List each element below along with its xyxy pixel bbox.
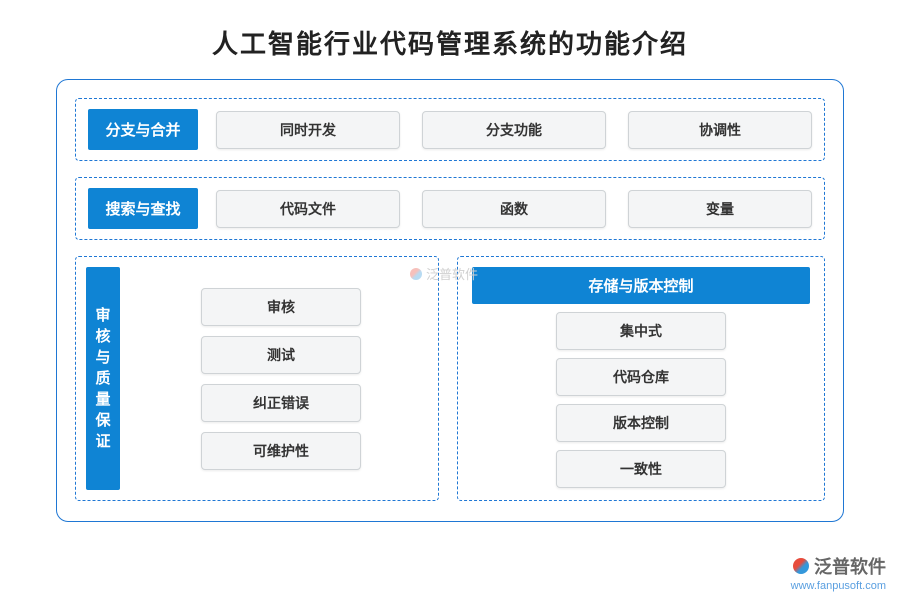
section-storage: 存储与版本控制 集中式 代码仓库 版本控制 一致性 [457, 256, 825, 501]
page-title: 人工智能行业代码管理系统的功能介绍 [0, 0, 900, 79]
brand-name: 泛普软件 [814, 553, 886, 579]
feature-pill: 集中式 [556, 312, 726, 350]
feature-pill: 同时开发 [216, 111, 400, 149]
feature-pill: 可维护性 [201, 432, 361, 470]
feature-pill: 代码文件 [216, 190, 400, 228]
section-header-vertical: 审核与质量保证 [86, 267, 120, 490]
section-items: 集中式 代码仓库 版本控制 一致性 [472, 312, 810, 488]
logo-icon [793, 558, 809, 574]
section-header: 搜索与查找 [88, 188, 198, 229]
feature-pill: 一致性 [556, 450, 726, 488]
diagram-frame: 分支与合并 同时开发 分支功能 协调性 搜索与查找 代码文件 函数 变量 审核与… [56, 79, 844, 522]
feature-pill: 代码仓库 [556, 358, 726, 396]
section-items: 审核 测试 纠正错误 可维护性 [138, 267, 424, 490]
section-items: 同时开发 分支功能 协调性 [216, 111, 812, 149]
feature-pill: 纠正错误 [201, 384, 361, 422]
section-items: 代码文件 函数 变量 [216, 190, 812, 228]
feature-pill: 版本控制 [556, 404, 726, 442]
feature-pill: 变量 [628, 190, 812, 228]
section-qa: 审核与质量保证 审核 测试 纠正错误 可维护性 [75, 256, 439, 501]
watermark-corner: 泛普软件 www.fanpusoft.com [791, 553, 886, 592]
feature-pill: 协调性 [628, 111, 812, 149]
feature-pill: 审核 [201, 288, 361, 326]
feature-pill: 测试 [201, 336, 361, 374]
feature-pill: 函数 [422, 190, 606, 228]
section-branch-merge: 分支与合并 同时开发 分支功能 协调性 [75, 98, 825, 161]
brand-url: www.fanpusoft.com [791, 580, 886, 592]
section-search: 搜索与查找 代码文件 函数 变量 [75, 177, 825, 240]
section-header: 分支与合并 [88, 109, 198, 150]
bottom-sections: 审核与质量保证 审核 测试 纠正错误 可维护性 存储与版本控制 集中式 代码仓库… [75, 256, 825, 501]
feature-pill: 分支功能 [422, 111, 606, 149]
section-header: 存储与版本控制 [472, 267, 810, 304]
